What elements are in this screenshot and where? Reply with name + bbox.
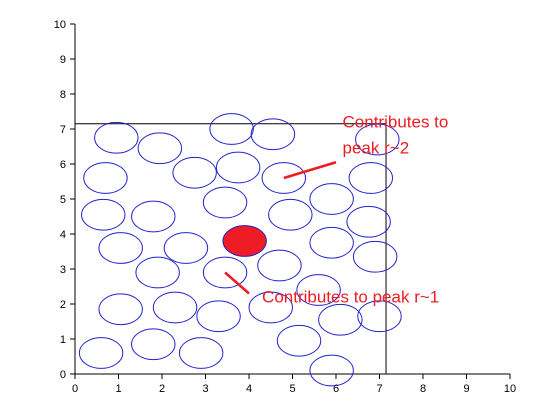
particle-circle <box>202 186 248 219</box>
particle-circle <box>98 232 143 264</box>
particle-circle <box>78 337 124 369</box>
y-tick-label: 1 <box>60 334 66 346</box>
y-tick-label: 6 <box>60 159 66 171</box>
x-tick-label: 0 <box>72 383 78 395</box>
x-tick-label: 10 <box>504 383 516 395</box>
y-tick-label: 8 <box>60 89 66 101</box>
particle-circle <box>178 337 224 369</box>
particle-circle <box>268 198 313 231</box>
highlighted-particle <box>222 225 267 257</box>
annotation-pointer-line <box>224 271 250 295</box>
y-tick-label: 3 <box>60 264 66 276</box>
particle-circle <box>309 226 354 259</box>
particle-circle <box>81 198 126 231</box>
x-tick-label: 6 <box>333 383 339 395</box>
x-tick-label: 2 <box>159 383 165 395</box>
y-tick-label: 9 <box>60 54 66 66</box>
particles <box>78 113 402 387</box>
particle-circle <box>309 354 354 387</box>
y-tick-label: 2 <box>60 299 66 311</box>
particle-circle <box>196 300 241 333</box>
particle-circle <box>248 291 293 324</box>
y-tick-label: 4 <box>60 229 66 241</box>
x-tick-label: 9 <box>463 383 469 395</box>
annotations: Contributes to peak r~2 Contributes to pea… <box>224 112 449 306</box>
particle-circle <box>250 118 296 151</box>
particle-circle <box>152 291 198 324</box>
y-tick-label: 10 <box>54 19 66 31</box>
particle-circle <box>98 293 143 326</box>
y-tick-label: 7 <box>60 124 66 136</box>
particle-circle <box>318 303 363 336</box>
simulation-box <box>74 123 387 375</box>
y-tick-label: 5 <box>60 194 66 206</box>
particle-circle <box>346 205 391 238</box>
particle-circle <box>131 200 176 233</box>
x-tick-label: 3 <box>202 383 208 395</box>
particle-circle <box>276 324 322 357</box>
particle-circle <box>172 156 217 189</box>
annotation-text: Contributes to peak r~1 <box>262 287 439 306</box>
particle-circle <box>357 300 402 333</box>
particle-circle <box>209 113 254 145</box>
annotation-text-line2: peak r~2 <box>343 138 410 157</box>
annotation-pointer-line <box>283 161 337 180</box>
x-tick-label: 4 <box>246 383 252 395</box>
particle-circle <box>135 256 180 289</box>
particle-circle <box>348 162 394 194</box>
particle-circle <box>296 274 341 306</box>
particle-circle <box>163 232 209 264</box>
x-tick-label: 1 <box>115 383 121 395</box>
particle-circle <box>215 151 261 184</box>
particle-circle <box>94 121 139 154</box>
y-tick-label: 0 <box>60 369 66 381</box>
particle-circle <box>352 240 398 273</box>
particle-circle <box>83 162 128 194</box>
particle-circle <box>202 256 248 289</box>
y-ticks: 0 1 2 3 4 5 6 7 8 9 10 <box>54 19 75 381</box>
particle-circle <box>309 183 354 215</box>
x-tick-label: 7 <box>376 383 382 395</box>
particle-circle <box>257 249 302 282</box>
annotation-text: Contributes to <box>343 112 449 131</box>
x-tick-label: 8 <box>420 383 426 395</box>
x-ticks: 0 1 2 3 4 5 6 7 8 9 10 <box>72 374 516 395</box>
particle-circle <box>355 123 400 156</box>
particle-circle <box>131 328 176 361</box>
x-tick-label: 5 <box>289 383 295 395</box>
particle-circle <box>137 132 183 165</box>
particle-circle <box>261 162 307 194</box>
